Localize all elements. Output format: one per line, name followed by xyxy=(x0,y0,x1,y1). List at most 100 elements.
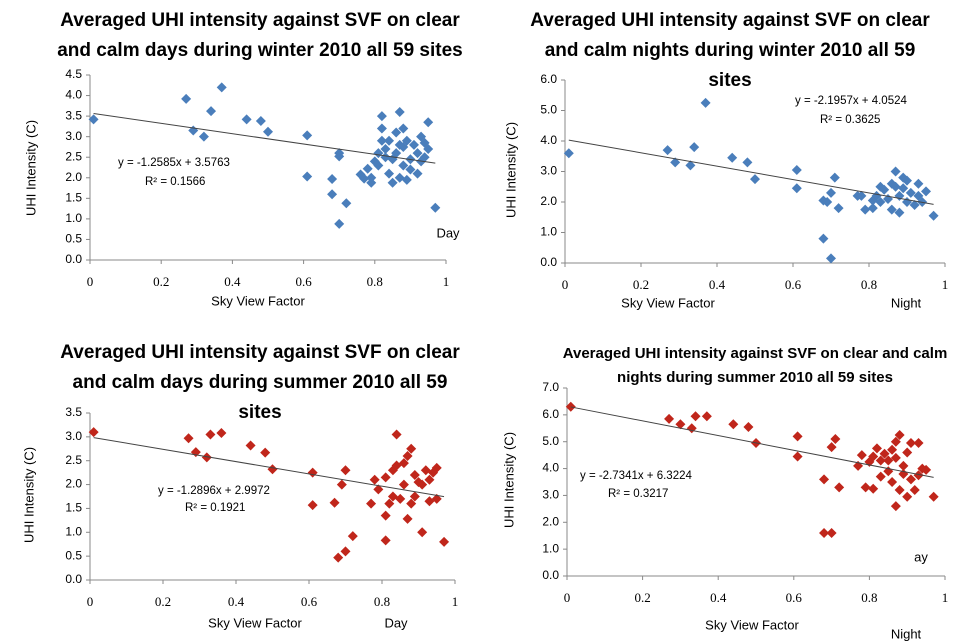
data-point xyxy=(423,144,434,154)
data-point xyxy=(302,130,313,141)
y-tick-label: 3.0 xyxy=(542,488,559,502)
data-point xyxy=(241,114,252,125)
x-tick-label: 0.2 xyxy=(634,590,650,605)
data-point xyxy=(834,482,845,493)
data-point xyxy=(890,166,901,177)
y-tick-label: 2.0 xyxy=(65,170,82,184)
data-point xyxy=(685,160,696,171)
data-point xyxy=(263,126,273,137)
x-tick-label: 0 xyxy=(564,590,571,605)
y-axis-label: UHI Intensity (C) xyxy=(501,432,516,528)
data-point xyxy=(327,174,338,185)
data-point xyxy=(860,204,871,215)
x-axis-label: Sky View Factor xyxy=(208,615,302,630)
y-tick-label: 1.0 xyxy=(540,225,557,239)
data-point xyxy=(366,177,377,188)
data-point xyxy=(334,151,345,162)
x-tick-label: 0 xyxy=(87,274,94,289)
annotation: Day xyxy=(384,615,408,630)
trendline-equation: y = -1.2896x + 2.9972 xyxy=(158,485,270,497)
data-point xyxy=(366,498,377,509)
data-point xyxy=(856,190,867,201)
data-point xyxy=(88,114,99,125)
x-tick-label: 0 xyxy=(87,594,94,609)
r-squared: R² = 0.1921 xyxy=(185,502,245,514)
data-point xyxy=(565,401,576,412)
data-point xyxy=(402,450,413,461)
data-point xyxy=(830,434,841,445)
data-point xyxy=(373,484,384,495)
data-point xyxy=(181,93,192,104)
y-tick-label: 3.0 xyxy=(65,129,82,143)
data-point xyxy=(898,460,909,471)
y-tick-label: 7.0 xyxy=(542,380,559,394)
data-point xyxy=(894,485,905,496)
data-point xyxy=(334,218,345,229)
data-point xyxy=(431,493,442,504)
data-point xyxy=(391,429,402,440)
y-tick-label: 1.5 xyxy=(65,191,82,205)
data-point xyxy=(391,148,402,159)
data-point xyxy=(205,429,216,440)
y-tick-label: 3.5 xyxy=(65,108,82,122)
y-tick-label: 3.5 xyxy=(65,405,82,419)
data-point xyxy=(868,451,879,462)
data-point xyxy=(430,202,441,213)
data-point xyxy=(928,491,939,502)
x-tick-label: 0.4 xyxy=(228,594,245,609)
data-point xyxy=(792,451,803,462)
y-tick-label: 0.0 xyxy=(65,252,82,266)
data-point xyxy=(898,183,909,194)
y-tick-label: 2.0 xyxy=(65,477,82,491)
data-point xyxy=(686,423,697,434)
y-tick-label: 1.0 xyxy=(65,524,82,538)
y-tick-label: 6.0 xyxy=(542,407,559,421)
data-point xyxy=(398,479,409,490)
data-point xyxy=(875,455,886,466)
data-point xyxy=(826,187,836,198)
x-tick-label: 0.2 xyxy=(155,594,171,609)
y-tick-label: 2.0 xyxy=(542,514,559,528)
data-point xyxy=(401,174,412,185)
data-point xyxy=(336,479,347,490)
data-point xyxy=(690,411,701,422)
x-tick-label: 0.8 xyxy=(367,274,383,289)
data-point xyxy=(216,82,227,93)
y-tick-label: 5.0 xyxy=(540,103,557,117)
data-point xyxy=(700,97,711,108)
chart-title: Averaged UHI intensity against SVF on cl… xyxy=(57,10,463,61)
data-point xyxy=(791,183,802,194)
x-tick-label: 0.6 xyxy=(295,274,312,289)
r-squared: R² = 0.3217 xyxy=(608,488,668,500)
data-point xyxy=(913,470,924,481)
trendline xyxy=(93,437,445,498)
data-point xyxy=(394,107,405,117)
data-point xyxy=(792,431,803,442)
data-point xyxy=(347,531,358,542)
x-tick-label: 0.4 xyxy=(709,277,726,292)
x-axis-label: Sky View Factor xyxy=(705,617,799,632)
data-point xyxy=(879,448,890,459)
data-point xyxy=(384,135,395,146)
y-tick-label: 1.5 xyxy=(65,501,82,515)
data-point xyxy=(818,233,829,244)
data-point xyxy=(398,458,409,469)
data-point xyxy=(894,430,905,440)
data-point xyxy=(406,498,417,509)
data-point xyxy=(419,152,430,163)
data-point xyxy=(871,443,882,454)
y-tick-label: 1.0 xyxy=(65,211,82,225)
trendline xyxy=(93,112,436,164)
data-point xyxy=(401,135,412,146)
annotation: Night xyxy=(891,626,922,641)
y-tick-label: 5.0 xyxy=(542,434,559,448)
data-point xyxy=(875,197,886,207)
x-tick-label: 0.4 xyxy=(224,274,241,289)
x-tick-label: 0.6 xyxy=(786,590,803,605)
data-point xyxy=(909,200,920,211)
trendline-equation: y = -2.1957x + 4.0524 xyxy=(795,95,907,107)
data-point xyxy=(662,145,673,156)
y-tick-label: 0.0 xyxy=(540,255,557,269)
y-tick-label: 2.5 xyxy=(65,453,82,467)
